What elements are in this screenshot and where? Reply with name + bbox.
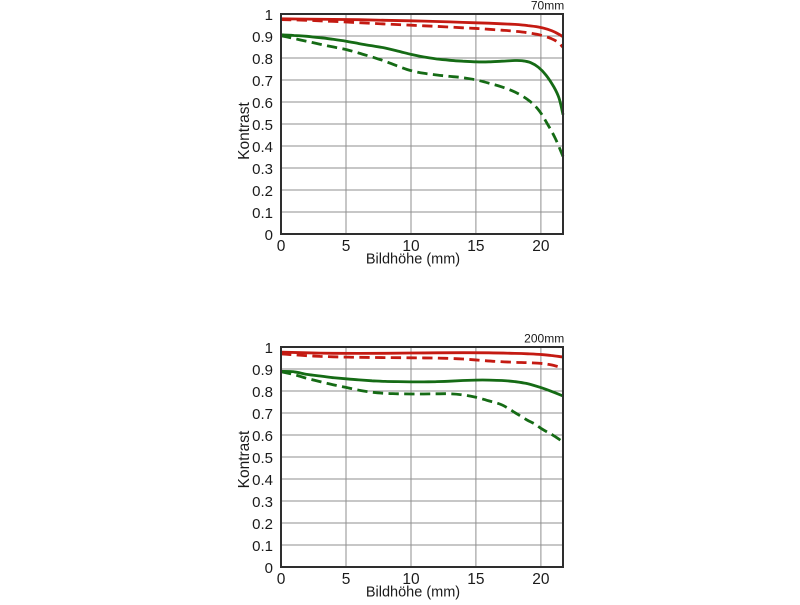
svg-text:0.3: 0.3 [252, 494, 273, 511]
svg-text:5: 5 [342, 238, 351, 255]
svg-text:10: 10 [402, 238, 420, 255]
svg-text:0.7: 0.7 [252, 73, 273, 90]
svg-text:Kontrast: Kontrast [236, 430, 253, 488]
svg-text:0.4: 0.4 [252, 139, 273, 156]
svg-text:5: 5 [342, 571, 351, 588]
svg-text:200mm: 200mm [524, 332, 564, 346]
svg-text:10: 10 [402, 571, 420, 588]
svg-text:0.4: 0.4 [252, 472, 273, 489]
svg-text:Kontrast: Kontrast [236, 101, 253, 159]
svg-text:0.1: 0.1 [252, 538, 273, 555]
svg-text:Bildhöhe (mm): Bildhöhe (mm) [366, 585, 460, 601]
svg-text:0.2: 0.2 [252, 516, 273, 533]
svg-text:0: 0 [277, 571, 286, 588]
svg-text:0: 0 [265, 560, 273, 577]
svg-text:0.6: 0.6 [252, 428, 273, 445]
svg-text:0.2: 0.2 [252, 183, 273, 200]
svg-text:0.1: 0.1 [252, 205, 273, 222]
svg-text:15: 15 [467, 238, 484, 255]
svg-text:1: 1 [265, 340, 273, 357]
svg-text:0.9: 0.9 [252, 29, 273, 46]
svg-text:0.5: 0.5 [252, 117, 273, 134]
svg-text:20: 20 [532, 571, 550, 588]
svg-text:0.6: 0.6 [252, 95, 273, 112]
svg-text:Bildhöhe (mm): Bildhöhe (mm) [366, 252, 460, 268]
svg-text:0.9: 0.9 [252, 362, 273, 379]
svg-text:1: 1 [265, 7, 273, 24]
svg-text:70mm: 70mm [531, 0, 564, 12]
svg-text:0.8: 0.8 [252, 384, 273, 401]
svg-text:0.3: 0.3 [252, 161, 273, 178]
svg-text:15: 15 [467, 571, 484, 588]
svg-text:0.5: 0.5 [252, 450, 273, 467]
svg-text:20: 20 [532, 238, 550, 255]
svg-text:0: 0 [265, 227, 273, 244]
svg-text:0.8: 0.8 [252, 51, 273, 68]
svg-text:0: 0 [277, 238, 286, 255]
svg-text:0.7: 0.7 [252, 406, 273, 423]
